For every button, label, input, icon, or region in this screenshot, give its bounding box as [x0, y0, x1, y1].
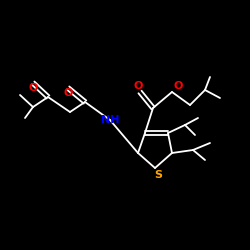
Text: O: O: [173, 81, 183, 91]
Text: O: O: [28, 83, 38, 93]
Text: NH: NH: [101, 115, 119, 125]
Text: O: O: [63, 88, 73, 98]
Text: S: S: [154, 170, 162, 180]
Text: O: O: [133, 81, 143, 91]
